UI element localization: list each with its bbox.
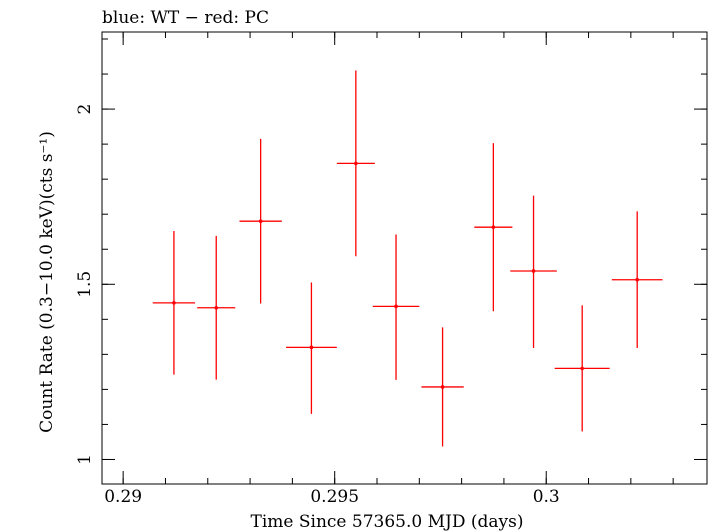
data-marker [394, 304, 398, 309]
data-marker [214, 305, 219, 310]
data-marker [309, 345, 314, 350]
data-marker [354, 161, 358, 166]
data-point [611, 211, 663, 349]
x-axis-label: Time Since 57365.0 MJD (days) [251, 512, 524, 532]
data-marker [491, 225, 496, 229]
data-marker [172, 301, 176, 305]
data-point [474, 143, 513, 312]
data-point [510, 195, 557, 349]
chart-title: blue: WT − red: PC [102, 8, 269, 28]
data-point [336, 70, 375, 257]
data-marker [635, 277, 639, 282]
axis-ticks [102, 32, 707, 484]
x-tick-label: 0.295 [310, 487, 359, 507]
y-tick-label: 2 [75, 104, 95, 115]
data-marker [531, 269, 536, 273]
data-marker [440, 385, 445, 389]
data-point [239, 138, 282, 304]
y-axis-label: Count Rate (0.3−10.0 keV)(cts s⁻¹) [37, 131, 57, 433]
data-layer [152, 70, 663, 447]
data-point [421, 327, 464, 447]
tick-labels: 0.29 0.295 0.3 1 1.5 2 [75, 104, 560, 507]
data-point [152, 231, 196, 375]
y-tick-label: 1 [75, 454, 95, 465]
y-tick-label: 1.5 [75, 271, 95, 298]
data-point [286, 282, 337, 414]
x-tick-label: 0.3 [533, 487, 560, 507]
data-point [554, 305, 610, 432]
data-marker [258, 219, 263, 224]
data-marker [580, 366, 584, 371]
data-point [372, 234, 420, 380]
plot-frame [101, 31, 708, 485]
data-point [197, 235, 236, 380]
x-tick-label: 0.29 [104, 487, 142, 507]
